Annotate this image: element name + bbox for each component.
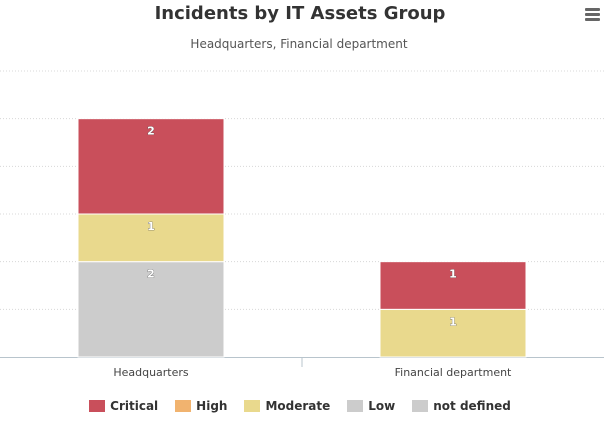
legend-label: Moderate (265, 399, 331, 413)
hamburger-menu-icon (585, 8, 600, 11)
legend-item-not-defined[interactable]: not defined (412, 399, 511, 413)
data-label: 1 (449, 315, 457, 328)
chart-legend: Critical High Moderate Low not defined (0, 399, 600, 413)
chart-title: Incidents by IT Assets Group (154, 3, 446, 24)
legend-item-low[interactable]: Low (347, 399, 395, 413)
legend-item-critical[interactable]: Critical (89, 399, 158, 413)
legend-swatch (347, 400, 364, 412)
data-label: 2 (147, 268, 155, 281)
x-tick-label: Headquarters (113, 366, 189, 379)
legend-item-moderate[interactable]: Moderate (244, 399, 330, 413)
chart-subtitle: Headquarters, Financial department (190, 37, 408, 51)
legend-swatch (175, 400, 192, 412)
legend-item-high[interactable]: High (175, 399, 227, 413)
bar-segment-critical[interactable] (379, 261, 527, 310)
legend-label: High (196, 399, 228, 413)
legend-label: Critical (110, 399, 159, 413)
bar-segment-moderate[interactable] (379, 308, 527, 358)
hamburger-menu-icon (585, 18, 600, 21)
x-tick-label: Financial department (395, 366, 512, 379)
legend-label: not defined (433, 399, 511, 413)
chart-menu-button[interactable] (584, 7, 604, 25)
hamburger-menu-icon (585, 13, 600, 16)
legend-swatch (412, 400, 429, 412)
legend-swatch (244, 400, 261, 412)
legend-label: Low (368, 399, 396, 413)
data-label: 1 (449, 268, 457, 281)
data-label: 2 (147, 125, 155, 138)
legend-swatch (89, 400, 106, 412)
bar-segment-moderate[interactable] (77, 213, 225, 263)
data-label: 1 (147, 220, 155, 233)
bar-segment-critical[interactable] (77, 118, 225, 215)
